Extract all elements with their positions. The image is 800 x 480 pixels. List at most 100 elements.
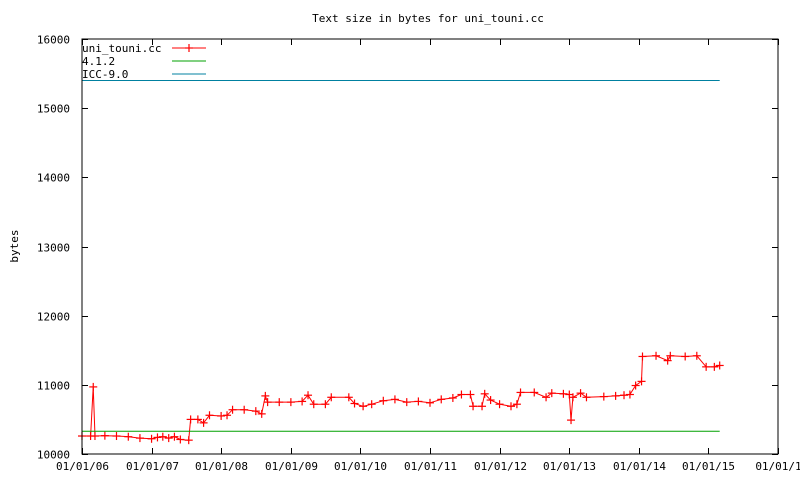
y-tick-label: 11000 [37, 380, 70, 393]
data-point [402, 398, 411, 407]
data-point [414, 397, 423, 406]
y-tick-label: 16000 [37, 34, 70, 47]
data-point [298, 397, 307, 406]
data-point [512, 400, 521, 409]
x-tick-label: 01/01/12 [474, 460, 527, 473]
data-point [286, 398, 295, 407]
data-point [652, 351, 661, 360]
data-point [542, 393, 551, 402]
data-point [611, 391, 620, 400]
data-point [559, 389, 568, 398]
data-point [223, 411, 232, 420]
chart-title: Text size in bytes for uni_touni.cc [312, 12, 544, 25]
legend-entry-icc-90: ICC-9.0 [82, 68, 128, 81]
data-point [257, 409, 266, 418]
data-point [89, 382, 98, 391]
data-point [170, 432, 179, 441]
data-point [692, 351, 701, 360]
y-tick-label: 10000 [37, 449, 70, 462]
y-axis-label: bytes [8, 229, 21, 262]
data-point [321, 400, 330, 409]
data-point [625, 390, 634, 399]
data-point [582, 393, 591, 402]
data-point [469, 402, 478, 411]
legend-entry-uni-touni: uni_touni.cc [82, 42, 161, 55]
legend: uni_touni.cc 4.1.2 ICC-9.0 [82, 42, 206, 81]
data-point [637, 377, 646, 386]
x-tick-label: 01/01/15 [682, 460, 735, 473]
data-point [567, 416, 576, 425]
x-tick-label: 01/01/14 [613, 460, 666, 473]
data-point [251, 407, 260, 416]
data-point [516, 388, 525, 397]
data-point [153, 433, 162, 442]
data-point [184, 436, 193, 445]
data-point [367, 400, 376, 409]
data-point [228, 405, 237, 414]
data-point [90, 432, 99, 441]
data-point [350, 399, 359, 408]
data-point [448, 393, 457, 402]
data-point [124, 432, 133, 441]
data-point [176, 435, 185, 444]
y-tick-label: 14000 [37, 172, 70, 185]
data-point [199, 418, 208, 427]
legend-entry-gcc-412: 4.1.2 [82, 55, 115, 68]
data-point [205, 411, 214, 420]
data-point [478, 402, 487, 411]
plot-frame [81, 38, 779, 455]
data-point [681, 352, 690, 361]
data-point [186, 415, 195, 424]
data-point [620, 391, 629, 400]
series-0 [78, 351, 724, 445]
data-point [495, 400, 504, 409]
data-point [426, 398, 434, 407]
data-point [486, 396, 495, 405]
data-point [631, 381, 640, 390]
data-point [480, 389, 489, 398]
data-point [309, 400, 318, 409]
data-point [457, 390, 466, 399]
x-tick-label: 01/01/11 [404, 460, 457, 473]
data-point [164, 434, 173, 443]
data-point [147, 434, 156, 443]
data-point [576, 389, 585, 398]
data-point [344, 393, 353, 402]
data-point [638, 352, 647, 361]
x-tick-label: 01/01/07 [126, 460, 179, 473]
legend-samples [172, 44, 206, 75]
axis-ticks [82, 39, 779, 455]
data-point [466, 390, 475, 399]
data-point [547, 389, 556, 398]
tick-labels: 10000 11000 12000 13000 14000 15000 16000 01/01… [37, 34, 800, 474]
data-point [327, 393, 336, 402]
y-tick-label: 15000 [37, 103, 70, 116]
data-point [240, 405, 249, 414]
data-point [158, 432, 167, 441]
x-tick-label: 01/01/13 [543, 460, 596, 473]
x-tick-label: 01/01/10 [334, 460, 387, 473]
x-tick-label: 01/01/09 [265, 460, 318, 473]
data-point [599, 392, 608, 401]
data-point [217, 411, 226, 420]
data-point [390, 395, 399, 404]
data-point [702, 362, 711, 371]
x-tick-label: 01/01/1 [755, 460, 800, 473]
data-point [359, 402, 368, 411]
data-point [710, 362, 719, 371]
data-point [275, 398, 284, 407]
data-point [112, 432, 121, 441]
data-point [261, 391, 270, 400]
data-point [304, 391, 313, 400]
data-point [666, 351, 675, 360]
x-tick-label: 01/01/06 [56, 460, 109, 473]
data-point [506, 402, 515, 411]
x-tick-label: 01/01/08 [195, 460, 248, 473]
data-point [100, 431, 109, 440]
data-point [379, 396, 388, 405]
data-point [568, 393, 577, 402]
data-point [263, 398, 272, 407]
y-tick-label: 13000 [37, 242, 70, 255]
data-point [663, 356, 672, 365]
